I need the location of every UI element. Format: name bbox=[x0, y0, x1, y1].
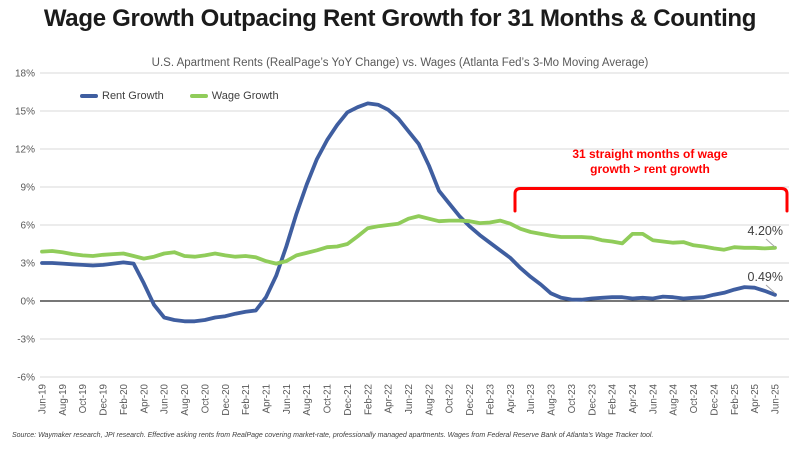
legend-label-wage-growth: Wage Growth bbox=[211, 90, 279, 102]
x-tick-label: Aug-19 bbox=[58, 384, 69, 416]
rent-end-value-label: 0.49% bbox=[747, 270, 783, 284]
wage-label-leader-line bbox=[765, 238, 776, 248]
legend-label-rent-growth: Rent Growth bbox=[102, 90, 164, 102]
x-tick-label: Oct-20 bbox=[200, 383, 211, 413]
x-tick-label: Oct-19 bbox=[78, 384, 89, 413]
page-title: Wage Growth Outpacing Rent Growth for 31… bbox=[43, 5, 757, 32]
x-tick-label: Feb-21 bbox=[241, 384, 252, 415]
y-tick-label: 9% bbox=[21, 183, 36, 194]
x-tick-label: Oct-22 bbox=[445, 384, 456, 413]
x-tick-label: Dec-19 bbox=[99, 384, 110, 416]
x-tick-label: Jun-24 bbox=[648, 383, 659, 414]
x-tick-label: Jun-19 bbox=[38, 384, 49, 414]
x-tick-label: Dec-21 bbox=[343, 384, 354, 416]
x-tick-label: Feb-20 bbox=[119, 383, 130, 415]
annotation-bracket bbox=[513, 187, 789, 213]
x-tick-label: Dec-23 bbox=[587, 383, 598, 415]
x-tick-label: Jun-23 bbox=[526, 383, 537, 414]
x-tick-label: Apr-23 bbox=[506, 383, 517, 413]
series-line-rent-growth bbox=[40, 101, 777, 324]
x-tick-label: Feb-24 bbox=[608, 383, 619, 415]
x-tick-label: Jun-21 bbox=[282, 384, 293, 414]
y-tick-label: 15% bbox=[15, 107, 35, 118]
x-tick-label: Jun-20 bbox=[160, 383, 171, 414]
legend-item-rent-growth: Rent Growth bbox=[80, 90, 164, 102]
legend-item-wage-growth: Wage Growth bbox=[189, 90, 279, 102]
y-tick-label: 3% bbox=[21, 259, 36, 270]
x-tick-label: Oct-23 bbox=[567, 383, 578, 413]
x-tick-label: Aug-23 bbox=[547, 383, 558, 415]
legend-swatch-rent-growth bbox=[80, 94, 98, 98]
series-line-wage-growth bbox=[40, 214, 777, 266]
x-tick-label: Dec-24 bbox=[709, 383, 720, 415]
y-tick-label: -3% bbox=[17, 335, 35, 346]
x-tick-label: Aug-24 bbox=[669, 383, 680, 415]
x-tick-label: Aug-20 bbox=[180, 383, 191, 415]
y-tick-label: -6% bbox=[17, 373, 35, 384]
x-tick-label: Dec-22 bbox=[465, 384, 476, 416]
x-tick-label: Oct-21 bbox=[323, 384, 334, 413]
x-tick-label: Apr-25 bbox=[750, 383, 761, 413]
x-tick-label: Apr-22 bbox=[384, 384, 395, 413]
source-note: Source: Waymaker research, JPI research.… bbox=[12, 432, 654, 439]
y-tick-label: 0% bbox=[21, 297, 36, 308]
x-tick-label: Aug-22 bbox=[424, 384, 435, 416]
x-tick-label: Apr-24 bbox=[628, 383, 639, 413]
wage-end-value-label: 4.20% bbox=[747, 224, 783, 238]
legend-swatch-wage-growth bbox=[189, 94, 208, 98]
rent-label-leader-line bbox=[765, 284, 776, 294]
chart-legend: Rent Growth Wage Growth bbox=[80, 90, 279, 102]
y-tick-label: 18% bbox=[15, 69, 35, 80]
annotation-line-1: 31 straight months of wage bbox=[572, 147, 728, 161]
x-tick-label: Feb-25 bbox=[730, 383, 741, 415]
x-tick-label: Aug-21 bbox=[302, 384, 313, 416]
x-tick-label: Jun-25 bbox=[771, 383, 782, 414]
y-tick-label: 12% bbox=[15, 145, 35, 156]
x-tick-label: Feb-23 bbox=[485, 383, 496, 415]
x-tick-label: Feb-22 bbox=[363, 384, 374, 415]
annotation-line-2: growth > rent growth bbox=[590, 162, 710, 176]
x-tick-label: Apr-21 bbox=[262, 384, 273, 413]
chart-subtitle: U.S. Apartment Rents (RealPage’s YoY Cha… bbox=[151, 57, 649, 69]
x-tick-label: Apr-20 bbox=[139, 383, 150, 413]
x-tick-label: Jun-22 bbox=[404, 384, 415, 414]
annotation-callout: 31 straight months of wage growth > rent… bbox=[534, 147, 766, 177]
x-tick-label: Oct-24 bbox=[689, 383, 700, 413]
y-tick-label: 6% bbox=[21, 221, 36, 232]
x-tick-label: Dec-20 bbox=[221, 383, 232, 415]
